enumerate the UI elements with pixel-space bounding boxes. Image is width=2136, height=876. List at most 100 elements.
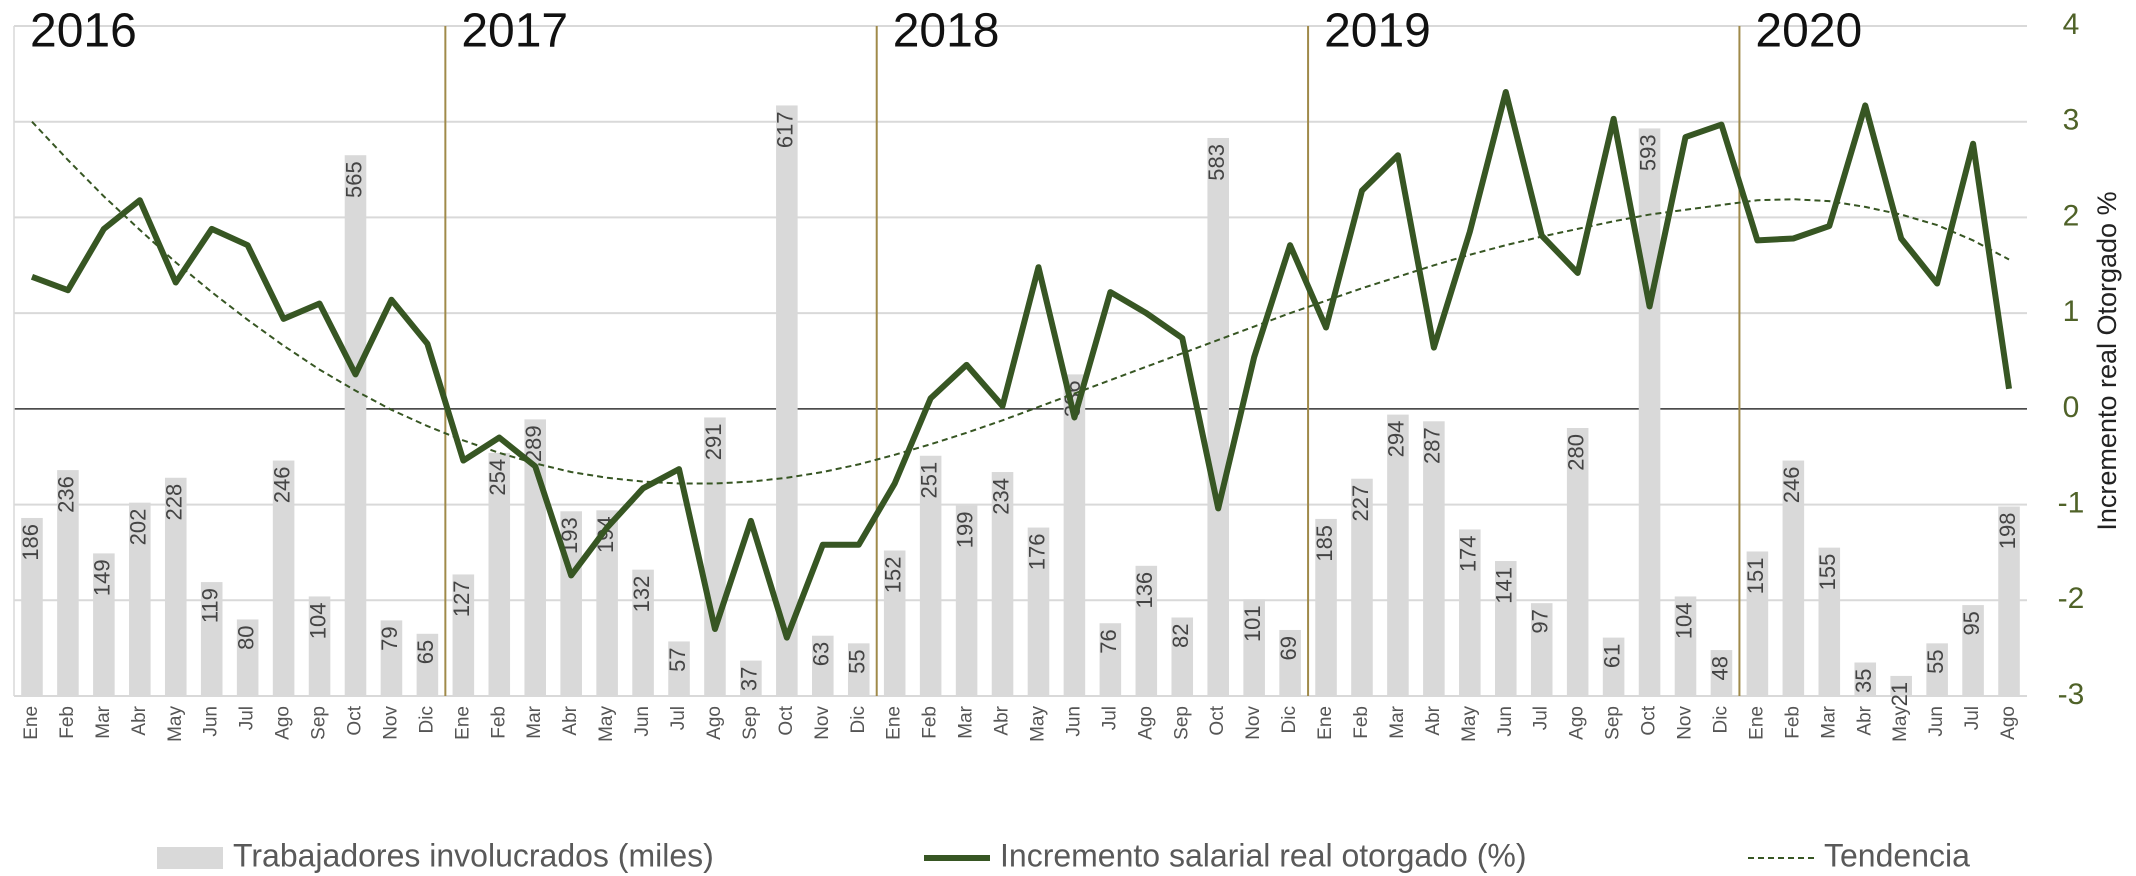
bar [93,553,115,696]
bar [344,155,367,696]
x-tick-label: Jul [668,706,689,730]
x-tick-label: Ene [884,706,905,740]
x-tick-label: Ene [1746,706,1767,740]
bar-value-label: 198 [1995,512,2020,549]
trend-line [31,121,2010,485]
bar-value-label: 61 [1599,644,1624,668]
x-tick-label: May [1027,706,1048,742]
y2-tick-label: 4 [2063,8,2080,41]
bar-value-label: 104 [305,602,330,639]
bar-value-label: 97 [1528,609,1553,633]
bar-value-label: 82 [1168,624,1193,648]
x-tick-label: Nov [812,706,833,740]
x-tick-label: Mar [524,705,545,738]
x-tick-label: Ago [1998,706,2019,740]
y2-tick-label: 0 [2063,391,2080,424]
bar [596,510,618,696]
y2-tick-label: 3 [2063,104,2080,137]
x-tick-label: Nov [1675,706,1696,740]
x-tick-label: Abr [992,705,1013,735]
bar-value-label: 76 [1096,629,1121,653]
line [30,89,2012,641]
bar [1962,605,1984,696]
bar [416,633,439,696]
bar [1099,623,1122,696]
x-tick-label: Feb [488,706,509,739]
bar [1459,529,1481,696]
x-tick-label: Nov [1243,706,1264,740]
x-tick-label: Dic [848,706,869,733]
legend-label: Trabajadores involucrados (miles) [233,837,714,873]
bar-value-label: 35 [1851,669,1876,693]
bar [1566,428,1589,696]
bar [1423,421,1445,696]
bar-value-label: 202 [126,509,151,546]
bar [632,569,654,696]
x-tick-label: Mar [93,705,114,738]
bar-value-label: 593 [1635,134,1660,171]
legend-swatch [157,847,223,869]
x-tick-label: Oct [345,705,366,735]
bar [1063,374,1086,696]
bar [704,417,726,696]
bar-value-label: 294 [1384,421,1409,458]
x-tick-label: Sep [1603,706,1624,740]
x-tick-label: Ago [273,706,294,740]
bar [919,455,942,696]
bar [1027,527,1050,696]
y2-tick-label: 1 [2063,295,2080,328]
y2-tick-label: -2 [2058,582,2085,615]
bar-value-label: 155 [1815,554,1840,591]
x-tick-label: Abr [1423,705,1444,735]
bar [776,105,798,696]
bar [668,641,690,696]
bar [452,574,475,696]
x-tick-label: Sep [1171,706,1192,740]
x-tick-label: Jul [1099,706,1120,730]
bar-value-label: 199 [952,512,977,549]
bar-value-label: 55 [1923,649,1948,673]
bar-value-label: 583 [1204,144,1229,181]
legend-label: Incremento salarial real otorgado (%) [1000,837,1526,873]
x-tick-label: Dic [1710,706,1731,733]
bar-value-label: 37 [737,667,762,691]
bar-value-label: 251 [916,462,941,499]
x-tick-label: Ene [452,706,473,740]
x-tick-label: Mar [1387,705,1408,738]
x-tick-label: May [165,706,186,742]
bar [1279,629,1301,696]
x-tick-label: Oct [776,705,797,735]
x-tick-label: Jul [1962,706,1983,730]
bar [21,517,43,696]
bar [883,550,906,696]
bar [1387,414,1409,696]
x-tick-label: Dic [1279,706,1300,733]
x-tick-label: Mar [956,705,977,738]
bar-value-label: 57 [665,647,690,671]
legend-label: Tendencia [1824,837,1970,873]
bar [1351,478,1373,696]
y2-tick-label: 2 [2063,199,2080,232]
bar-value-label: 617 [773,111,798,148]
bar [1818,547,1841,696]
y2-tick-label: -3 [2058,678,2085,711]
x-tick-label: Jun [1926,706,1947,737]
bar-value-label: 174 [1456,535,1481,572]
x-tick-label: Jul [237,706,258,730]
x-tick-label: Ago [1135,706,1156,740]
bar [380,620,403,696]
x-tick-label: Dic [416,706,437,733]
bar-value-label: 236 [54,476,79,513]
year-label: 2020 [1755,5,1862,58]
bar-value-label: 287 [1420,427,1445,464]
bar-value-label: 176 [1024,534,1049,571]
x-tick-label: Sep [309,706,330,740]
x-tick-label: Jun [1495,706,1516,737]
x-tick-label: Jun [1063,706,1084,737]
bar [1243,599,1265,696]
y2-axis-title: Incremento real Otorgado % [2092,191,2122,530]
x-tick-label: May [1459,706,1480,742]
x-tick-label: Feb [1782,706,1803,739]
bar-value-label: 280 [1563,434,1588,471]
